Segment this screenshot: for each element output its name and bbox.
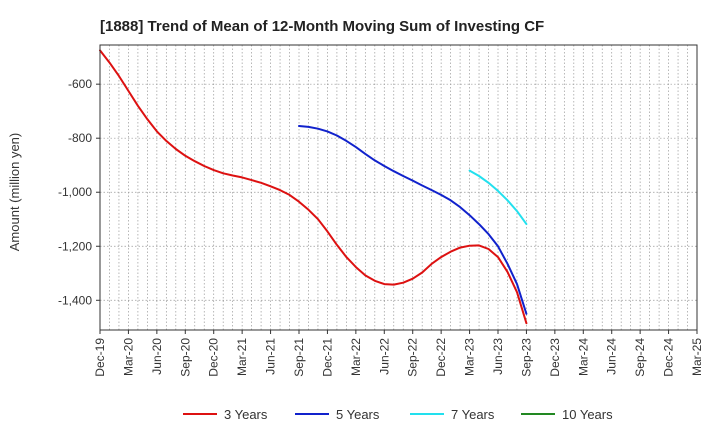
x-tick-label: Dec-20 xyxy=(207,338,221,377)
series-line-5-years xyxy=(298,125,528,315)
x-tick-label: Jun-23 xyxy=(491,338,505,375)
chart-title: [1888] Trend of Mean of 12-Month Moving … xyxy=(100,18,544,35)
y-ticks: -600 -800 -1,000 -1,200 -1,400 xyxy=(58,77,100,307)
legend-label: 5 Years xyxy=(336,407,380,422)
x-tick-label: Sep-24 xyxy=(633,338,647,377)
x-tick-label: Jun-21 xyxy=(264,338,278,375)
x-tick-label: Sep-20 xyxy=(178,338,192,377)
x-tick-label: Dec-19 xyxy=(93,338,107,377)
y-axis-label: Amount (million yen) xyxy=(7,133,22,252)
x-tick-label: Sep-23 xyxy=(519,338,533,377)
legend-label: 3 Years xyxy=(224,407,268,422)
x-tick-label: Jun-22 xyxy=(377,338,391,375)
legend-label: 7 Years xyxy=(451,407,495,422)
x-tick-label: Mar-22 xyxy=(349,338,363,376)
y-tick-label: -600 xyxy=(68,77,92,91)
x-tick-label: Dec-22 xyxy=(434,338,448,377)
y-tick-label: -800 xyxy=(68,131,92,145)
x-tick-label: Dec-24 xyxy=(662,338,676,377)
series-line-7-years xyxy=(468,169,528,226)
legend-label: 10 Years xyxy=(562,407,613,422)
legend: 3 Years 5 Years 7 Years 10 Years xyxy=(183,407,613,422)
x-tick-label: Mar-25 xyxy=(690,338,704,376)
x-ticks: Dec-19 Mar-20 Jun-20 Sep-20 Dec-20 Mar-21 Jun-… xyxy=(93,330,704,377)
x-tick-label: Dec-21 xyxy=(320,338,334,377)
plot-area xyxy=(99,44,698,331)
y-tick-label: -1,200 xyxy=(58,239,92,253)
x-tick-label: Mar-24 xyxy=(576,338,590,376)
x-tick-label: Sep-22 xyxy=(406,338,420,377)
series-lines xyxy=(99,49,528,325)
x-tick-label: Mar-21 xyxy=(235,338,249,376)
x-tick-label: Mar-23 xyxy=(463,338,477,376)
y-tick-label: -1,400 xyxy=(58,293,92,307)
y-tick-label: -1,000 xyxy=(58,185,92,199)
x-tick-label: Mar-20 xyxy=(121,338,135,376)
x-tick-label: Sep-21 xyxy=(292,338,306,377)
grid xyxy=(99,45,698,330)
x-tick-label: Jun-24 xyxy=(605,338,619,375)
series-line-3-years xyxy=(99,49,528,325)
x-tick-label: Dec-23 xyxy=(548,338,562,377)
x-tick-label: Jun-20 xyxy=(150,338,164,375)
